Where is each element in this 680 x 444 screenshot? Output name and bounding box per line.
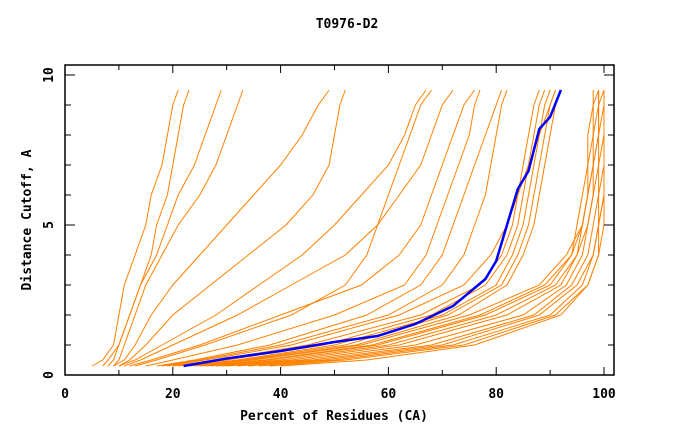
series-line-model-28	[156, 89, 503, 367]
axis-ticks: 0 20 40 60 80 100 0 5 10	[42, 65, 616, 402]
series-line-model-4	[113, 89, 244, 367]
x-tick-label: 40	[273, 387, 289, 402]
y-tick-label: 5	[42, 221, 57, 229]
x-tick-label: 60	[381, 387, 397, 402]
series-line-model-21	[221, 89, 605, 367]
series-line-model-16	[194, 89, 562, 367]
y-tick-label: 10	[42, 67, 57, 83]
x-tick-label: 20	[165, 387, 181, 402]
series-line-model-5	[113, 89, 330, 367]
series-line-model-15	[188, 89, 556, 367]
series-line-model-23	[237, 90, 605, 367]
x-axis-label: Percent of Residues (CA)	[240, 409, 428, 424]
series-line-model-8	[124, 89, 454, 367]
chart-title: T0976-D2	[316, 17, 379, 32]
series-line-model-12	[172, 89, 540, 367]
series-line-model-11	[161, 89, 508, 367]
plot-frame	[64, 64, 615, 376]
series-line-model-22	[226, 90, 605, 367]
series-line-model-18	[205, 89, 600, 367]
x-tick-label: 100	[592, 387, 616, 402]
series-line-model-10	[145, 89, 481, 367]
series-line-model-29	[134, 89, 432, 367]
y-axis-label: Distance Cutoff, A	[20, 149, 35, 290]
x-tick-label: 0	[61, 387, 69, 402]
series-layer	[91, 89, 605, 368]
series-line-model-25	[258, 90, 605, 367]
series-line-model-19	[210, 90, 594, 367]
series-line-model-2	[102, 89, 190, 367]
series-line-model-3	[107, 89, 222, 367]
series-line-model-7	[118, 89, 427, 367]
series-line-model-26	[269, 90, 605, 367]
series-line-model-30	[280, 90, 605, 367]
y-tick-label: 0	[42, 371, 57, 379]
series-line-model-9	[129, 89, 476, 367]
x-tick-label: 80	[488, 387, 504, 402]
series-line-model-27	[167, 89, 556, 367]
series-line-model-14	[183, 89, 551, 367]
highlight-line	[183, 89, 563, 368]
series-line-model-1	[91, 89, 179, 367]
series-line-model-6	[118, 89, 346, 367]
